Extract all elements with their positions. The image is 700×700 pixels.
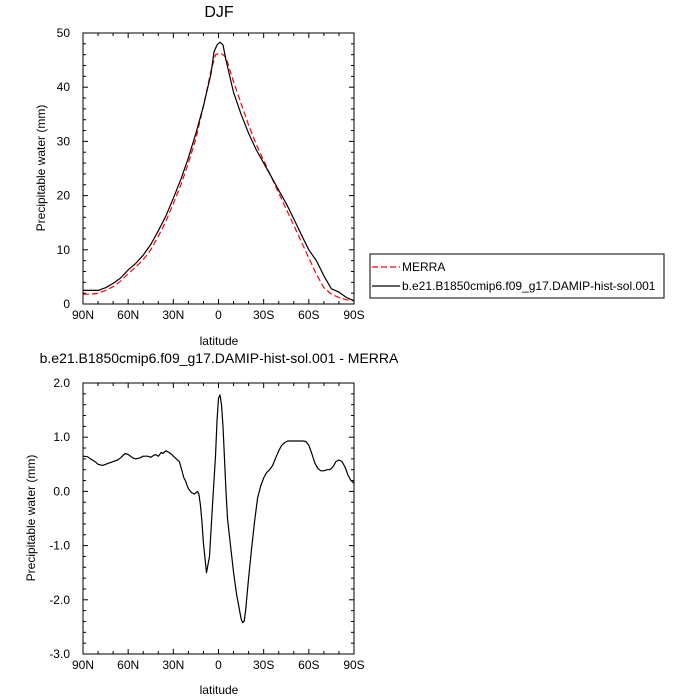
x-tick-label: 30N <box>162 658 184 672</box>
y-tick-label: 30 <box>57 134 71 148</box>
y-tick-label: 1.0 <box>53 430 70 444</box>
x-tick-label: 0 <box>215 658 222 672</box>
chart-bottom-xlabel: latitude <box>200 683 239 697</box>
series-line-0 <box>82 394 355 624</box>
x-tick-label: 60S <box>298 308 319 322</box>
y-tick-label: 20 <box>57 189 71 203</box>
x-tick-label: 90S <box>343 308 364 322</box>
y-tick-label: -3.0 <box>49 647 70 661</box>
y-tick-label: -2.0 <box>49 593 70 607</box>
chart-top-plot-area: 90N 60N 30N 0 30S 60S 90S 0 10 20 30 40 50 <box>57 26 365 322</box>
chart-bottom-plot-area: 90N 60N 30N 0 30S 60S 90S -3.0 -2.0 -1.0 0.0 1.0 2.0 <box>49 376 364 672</box>
legend-label-merra: MERRA <box>402 260 445 274</box>
x-tick-label: 60S <box>298 658 319 672</box>
x-tick-label: 90N <box>72 308 94 322</box>
x-tick-label: 30S <box>253 308 274 322</box>
chart-bottom: b.e21.B1850cmip6.f09_g17.DAMIP-hist-sol.… <box>24 350 399 697</box>
chart-top-legend: MERRA b.e21.B1850cmip6.f09_g17.DAMIP-his… <box>369 253 665 299</box>
x-tick-label: 90N <box>72 658 94 672</box>
chart-top: DJF 90N 60N 30N 0 30S 60S 90S 0 10 20 30 40 50 latit… <box>34 4 365 348</box>
chart-top-frame <box>82 32 355 305</box>
y-tick-label: 0.0 <box>53 484 70 498</box>
y-tick-label: 0 <box>63 297 70 311</box>
y-tick-label: 2.0 <box>53 376 70 390</box>
chart-top-ylabel: Precipitable water (mm) <box>34 105 48 232</box>
x-tick-label: 60N <box>117 308 139 322</box>
x-tick-label: 30S <box>253 658 274 672</box>
y-tick-label: 10 <box>57 243 71 257</box>
x-tick-label: 0 <box>215 308 222 322</box>
chart-bottom-title: b.e21.B1850cmip6.f09_g17.DAMIP-hist-sol.… <box>40 350 399 366</box>
y-tick-label: 40 <box>57 80 71 94</box>
legend-box <box>369 253 665 299</box>
series-line-0 <box>83 52 355 302</box>
x-tick-label: 90S <box>343 658 364 672</box>
legend-label-model: b.e21.B1850cmip6.f09_g17.DAMIP-hist-sol.… <box>402 279 656 293</box>
series-line-1 <box>83 41 355 302</box>
y-tick-label: -1.0 <box>49 539 70 553</box>
x-tick-label: 30N <box>162 308 184 322</box>
chart-bottom-ylabel: Precipitable water (mm) <box>24 455 38 582</box>
chart-bottom-frame <box>82 382 355 655</box>
chart-top-title: DJF <box>204 4 234 21</box>
x-tick-label: 60N <box>117 658 139 672</box>
chart-top-xlabel: latitude <box>200 334 239 348</box>
y-tick-label: 50 <box>57 26 71 40</box>
